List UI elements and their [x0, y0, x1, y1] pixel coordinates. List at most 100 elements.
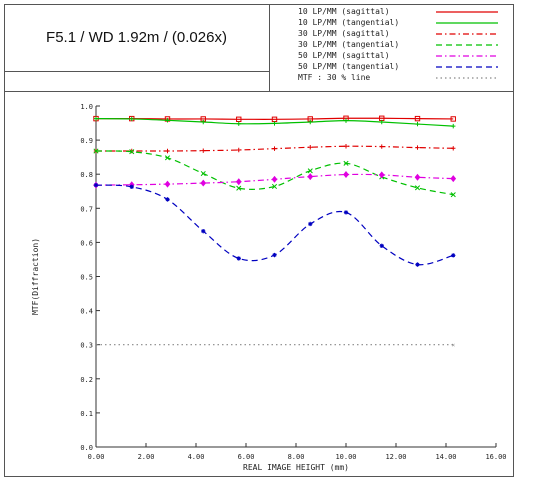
legend-label: 10 LP/MM (tangential) — [298, 18, 400, 27]
data-point — [379, 243, 384, 249]
x-tick-label: 8.00 — [288, 453, 305, 461]
data-point — [201, 148, 206, 153]
data-point — [201, 228, 206, 234]
legend-label: 50 LP/MM (tangential) — [298, 62, 400, 71]
data-point — [200, 170, 206, 177]
data-point — [236, 121, 241, 126]
data-point — [450, 175, 457, 183]
legend-swatch — [436, 33, 498, 35]
chart-frame — [4, 4, 514, 477]
x-tick-label: 6.00 — [238, 453, 255, 461]
x-tick-label: 12.00 — [385, 453, 406, 461]
data-point — [272, 146, 277, 151]
data-point — [200, 179, 207, 187]
legend-item: MTF : 30 % line — [270, 73, 514, 83]
data-point — [308, 145, 313, 150]
data-point — [93, 182, 99, 188]
data-point — [236, 116, 242, 122]
legend-swatch — [436, 44, 498, 46]
legend: 10 LP/MM (sagittal) 10 LP/MM (tangential)… — [270, 4, 514, 91]
y-tick-label: 1.0 — [80, 103, 93, 111]
legend-label: MTF : 30 % line — [298, 73, 371, 82]
data-point — [236, 185, 242, 191]
y-tick-label: 0.6 — [80, 239, 93, 247]
data-point — [165, 148, 170, 154]
data-point — [343, 160, 349, 166]
data-point — [451, 253, 456, 258]
y-tick-label: 0.0 — [80, 444, 93, 452]
data-point — [343, 144, 349, 149]
data-point — [414, 173, 421, 181]
chart-title: F5.1 / WD 1.92m / (0.026x) — [46, 29, 227, 46]
data-point — [271, 175, 278, 183]
series-line — [95, 184, 454, 266]
legend-item: 50 LP/MM (sagittal) — [270, 51, 514, 61]
data-point — [201, 119, 206, 125]
x-tick-label: 10.00 — [335, 453, 356, 461]
legend-swatch — [436, 55, 498, 57]
data-point — [236, 147, 241, 153]
legend-label: 30 LP/MM (sagittal) — [298, 29, 390, 38]
data-point — [93, 116, 99, 121]
y-axis-label: MTF(Diffraction) — [31, 238, 40, 315]
y-tick-label: 0.2 — [80, 376, 93, 384]
data-point — [343, 171, 349, 179]
title-box: F5.1 / WD 1.92m / (0.026x) — [4, 4, 270, 72]
data-point — [129, 116, 134, 122]
data-point — [165, 118, 170, 123]
y-tick-label: 0.4 — [80, 308, 93, 316]
legend-item: 30 LP/MM (tangential) — [270, 40, 514, 50]
data-point — [93, 148, 99, 154]
data-point — [343, 210, 349, 215]
legend-label: 10 LP/MM (sagittal) — [298, 7, 390, 16]
legend-label: 50 LP/MM (sagittal) — [298, 51, 390, 60]
data-point — [343, 118, 349, 123]
data-point — [308, 221, 313, 227]
data-point — [235, 178, 242, 186]
data-point — [378, 171, 385, 179]
series-line — [95, 117, 454, 120]
data-point — [164, 155, 171, 161]
header-divider — [4, 91, 514, 92]
data-point — [414, 115, 421, 122]
data-point — [415, 262, 420, 267]
legend-item: 10 LP/MM (tangential) — [270, 18, 514, 28]
y-tick-label: 0.9 — [80, 137, 93, 145]
data-point — [379, 119, 384, 125]
x-tick-label: 4.00 — [188, 453, 205, 461]
legend-swatch — [436, 11, 498, 13]
x-tick-label: 14.00 — [435, 453, 456, 461]
y-tick-label: 0.3 — [80, 342, 93, 350]
data-point — [450, 116, 456, 122]
series-line — [95, 150, 454, 196]
legend-item: 10 LP/MM (sagittal) — [270, 7, 514, 17]
data-point — [165, 197, 170, 202]
legend-swatch — [436, 66, 498, 68]
data-point — [451, 146, 456, 151]
legend-item: 30 LP/MM (sagittal) — [270, 29, 514, 39]
data-point — [272, 121, 277, 126]
legend-label: 30 LP/MM (tangential) — [298, 40, 400, 49]
legend-item: 50 LP/MM (tangential) — [270, 62, 514, 72]
y-tick-label: 0.7 — [80, 205, 93, 213]
data-point — [450, 192, 456, 198]
data-point — [164, 180, 171, 188]
data-point — [307, 168, 313, 174]
legend-swatch — [436, 77, 498, 79]
x-tick-label: 0.00 — [88, 453, 105, 461]
data-point — [272, 252, 277, 258]
data-point — [129, 184, 134, 190]
data-point — [271, 183, 278, 190]
data-point — [129, 149, 135, 155]
y-tick-label: 0.1 — [80, 410, 93, 418]
data-point — [307, 173, 314, 181]
blank-header-cell — [4, 71, 270, 91]
data-point — [379, 144, 384, 149]
legend-swatch — [436, 22, 498, 24]
x-axis-label: REAL IMAGE HEIGHT (mm) — [243, 463, 349, 472]
data-point — [415, 145, 420, 150]
y-tick-label: 0.8 — [80, 171, 93, 179]
series-end-mark: × — [451, 342, 455, 349]
data-point — [236, 256, 241, 261]
